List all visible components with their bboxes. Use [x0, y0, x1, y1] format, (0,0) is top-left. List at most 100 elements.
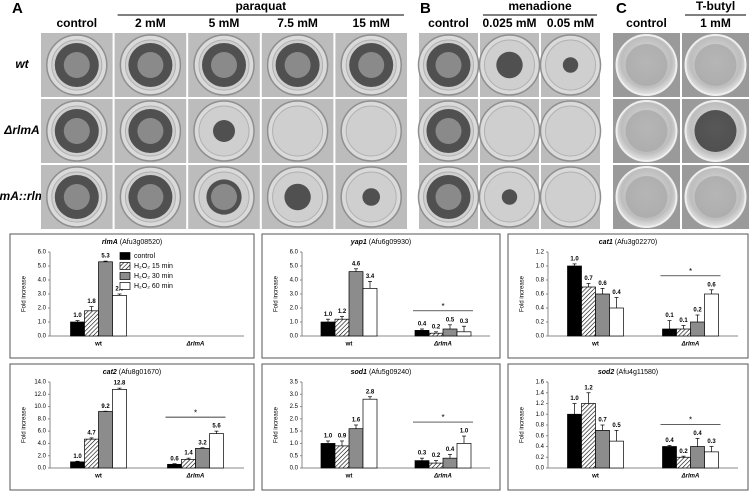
- bar: [581, 403, 596, 469]
- chart-frame: [9, 233, 255, 359]
- bar: [334, 318, 350, 337]
- group-header: menadione: [508, 0, 572, 13]
- y-tick-label: 0.5: [290, 453, 299, 459]
- y-tick-label: 3.0: [290, 292, 299, 298]
- legend-label: H₂O₂ 15 min: [134, 263, 173, 270]
- gene-id: (Afu3g02270): [615, 239, 657, 246]
- bar: [320, 321, 336, 337]
- value-label: 0.4: [693, 431, 702, 437]
- y-tick-label: 1.2: [536, 250, 545, 256]
- value-label: 0.4: [665, 438, 674, 444]
- gene-id: (Afu3g08520): [120, 239, 162, 246]
- column-header: 2 mM: [135, 16, 166, 30]
- chart-title: sod2 (Afu4g11580): [598, 369, 658, 376]
- growth-center: [63, 52, 90, 78]
- bar: [195, 447, 210, 469]
- y-axis-label: Fold increase: [520, 275, 526, 312]
- value-label: 1.0: [73, 454, 82, 460]
- bar: [567, 265, 582, 337]
- value-label: 0.3: [460, 319, 469, 325]
- significance-mark: *: [441, 302, 444, 311]
- bar: [609, 440, 624, 469]
- bar: [362, 288, 378, 337]
- bar: [209, 433, 224, 469]
- value-label: 0.2: [693, 308, 702, 314]
- y-tick-label: 6.0: [38, 250, 47, 256]
- value-label: 0.5: [446, 317, 455, 323]
- bar: [456, 443, 472, 469]
- value-label: 1.2: [584, 385, 593, 391]
- well-inner: [694, 176, 737, 218]
- well-inner: [345, 105, 397, 157]
- column-header: 0.05 mM: [547, 16, 594, 30]
- y-tick-label: 2.0: [38, 306, 47, 312]
- y-tick-label: 0.0: [536, 334, 545, 340]
- legend-label: H₂O₂ 30 min: [134, 273, 173, 280]
- row-label: ΔrlmA: [3, 123, 39, 137]
- x-tick-label: wt: [591, 474, 599, 480]
- growth-center: [284, 52, 311, 78]
- gene-id: (Afu6g09930): [369, 239, 411, 246]
- column-header: 5 mM: [209, 16, 240, 30]
- well-inner: [625, 110, 668, 152]
- value-label: 0.4: [418, 322, 427, 328]
- y-tick-label: 3.0: [38, 292, 47, 298]
- value-label: 9.2: [101, 404, 110, 410]
- y-axis-label: Fold increase: [274, 406, 280, 443]
- bar: [442, 328, 458, 337]
- growth-center: [211, 184, 237, 210]
- y-tick-label: 4.0: [38, 278, 47, 284]
- y-tick-label: 10.0: [34, 404, 46, 410]
- growth: [284, 183, 311, 211]
- y-tick-label: 2.5: [290, 404, 299, 410]
- value-label: 0.1: [679, 318, 688, 324]
- value-label: 1.0: [324, 434, 333, 440]
- value-label: 0.9: [338, 434, 347, 440]
- bar: [428, 332, 444, 337]
- x-tick-label: wt: [591, 342, 599, 348]
- y-tick-label: 4.0: [290, 278, 299, 284]
- gene-name: rlmA: [102, 239, 118, 246]
- significance-mark: *: [194, 408, 197, 417]
- y-tick-label: 0.0: [38, 466, 47, 472]
- x-tick-label: ΔrlmA: [186, 474, 205, 480]
- bar: [704, 451, 719, 469]
- significance-mark: *: [689, 267, 692, 276]
- value-label: 0.6: [707, 282, 716, 288]
- y-tick-label: 6.0: [38, 429, 47, 435]
- gene-name: yap1: [350, 239, 367, 246]
- column-header: control: [56, 16, 97, 30]
- bar: [581, 286, 596, 337]
- value-label: 1.2: [338, 309, 347, 315]
- legend-label: H₂O₂ 60 min: [134, 283, 173, 290]
- growth-center: [435, 184, 462, 210]
- chart-title: cat1 (Afu3g02270): [599, 239, 657, 246]
- bar: [98, 411, 113, 469]
- well-inner: [625, 176, 668, 218]
- x-tick-label: wt: [94, 342, 102, 348]
- y-tick-label: 14.0: [34, 380, 46, 386]
- gene-name: cat1: [599, 239, 613, 246]
- y-tick-label: 1.6: [536, 380, 545, 386]
- bar: [456, 331, 472, 337]
- well-inner: [694, 110, 737, 152]
- y-tick-label: 0.6: [536, 433, 545, 439]
- bar: [595, 293, 610, 337]
- value-label: 1.0: [460, 429, 469, 435]
- growth-center: [211, 52, 237, 78]
- bar: [112, 295, 127, 337]
- x-tick-label: ΔrlmA: [681, 342, 700, 348]
- growth-center: [137, 184, 164, 210]
- growth-center: [358, 52, 385, 78]
- bar: [609, 307, 624, 337]
- y-tick-label: 0.6: [536, 292, 545, 298]
- value-label: 0.1: [665, 313, 674, 319]
- chart-title: cat2 (Afu8g01670): [103, 369, 161, 376]
- growth: [501, 189, 518, 205]
- group-header: paraquat: [235, 0, 286, 13]
- y-tick-label: 3.5: [290, 380, 299, 386]
- y-tick-label: 0.2: [536, 455, 545, 461]
- y-tick-label: 0.4: [536, 306, 545, 312]
- value-label: 0.2: [432, 453, 441, 459]
